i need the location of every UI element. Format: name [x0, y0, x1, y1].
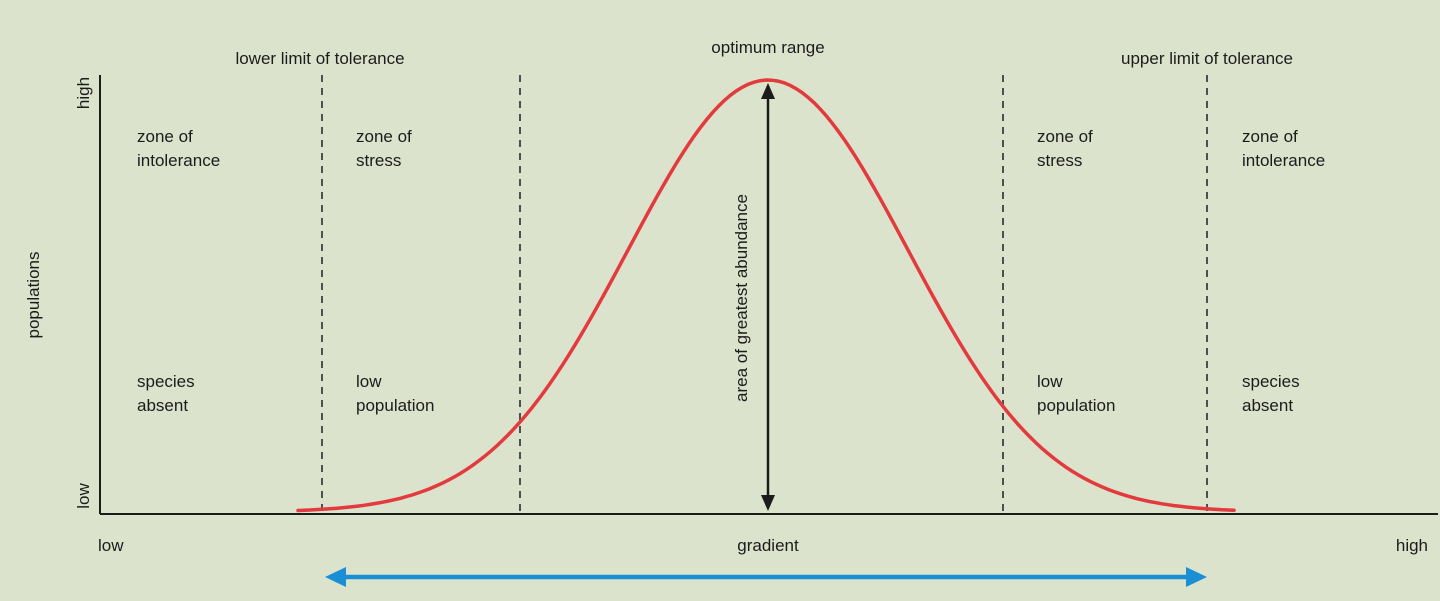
- x-axis-low-tick: low: [98, 536, 124, 555]
- x-axis-high-tick: high: [1395, 536, 1428, 555]
- y-axis-title: populations: [24, 251, 43, 339]
- abundance-label: area of greatest abundance: [732, 194, 751, 402]
- zone-intolerance-right-label: zone of intolerance: [1242, 127, 1326, 170]
- low-population-right-label: low population: [1037, 372, 1116, 415]
- abundance-arrow-icon: [761, 83, 775, 511]
- zone-stress-right-label: zone of stress: [1037, 127, 1093, 170]
- tolerance-curve: [296, 78, 1236, 513]
- lower-limit-label: lower limit of tolerance: [235, 49, 405, 68]
- upper-limit-label: upper limit of tolerance: [1121, 49, 1293, 68]
- zone-intolerance-left-label: zone of intolerance: [137, 127, 221, 170]
- x-axis-title: gradient: [737, 536, 799, 555]
- low-population-left-label: low population: [356, 372, 435, 415]
- gradient-arrow-icon: [325, 567, 1207, 587]
- optimum-range-label: optimum range: [711, 38, 825, 57]
- species-absent-right-label: species absent: [1242, 372, 1300, 415]
- zone-stress-left-label: zone of stress: [356, 127, 412, 170]
- y-axis-low-tick: low: [74, 483, 93, 509]
- species-absent-left-label: species absent: [137, 372, 195, 415]
- y-axis-high-tick: high: [74, 76, 93, 110]
